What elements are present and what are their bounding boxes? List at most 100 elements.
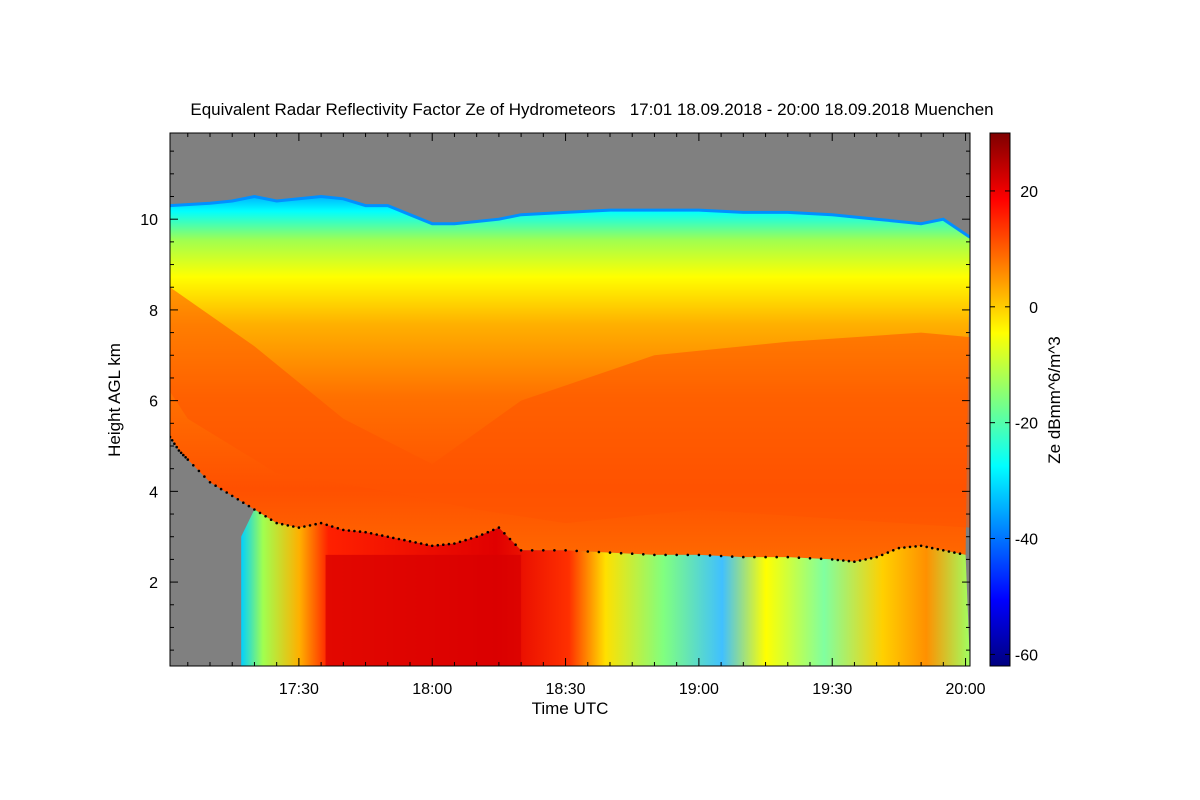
melting-layer-dot [919, 544, 923, 548]
melting-layer-dot [542, 549, 545, 552]
melting-layer-dot [942, 549, 945, 552]
melting-layer-dot [853, 560, 856, 563]
melting-layer-dot [386, 535, 390, 538]
melting-layer-dot [653, 553, 656, 557]
melting-layer-dot [697, 553, 701, 557]
melting-layer-dot [664, 553, 667, 557]
melting-layer-dot [858, 559, 862, 562]
melting-layer-dot [464, 538, 467, 542]
melting-layer-dot [808, 557, 812, 560]
colorbar-tick-label: 20 [1020, 184, 1038, 201]
melting-layer-dot [447, 542, 451, 546]
x-tick-label: 18:30 [546, 681, 586, 698]
melting-layer-dot [519, 549, 523, 552]
melting-layer-dot [742, 555, 745, 559]
melting-layer-dot [419, 542, 423, 545]
melting-layer-dot [775, 555, 778, 559]
x-tick-label: 17:30 [279, 681, 319, 698]
melting-layer-dot [897, 546, 901, 550]
colorbar-tick-label: -20 [1015, 416, 1038, 433]
melting-layer-dot [414, 541, 417, 544]
melting-layer-dot [847, 559, 851, 563]
melting-layer-dot [608, 551, 612, 554]
colorbar-tick-label: -60 [1015, 647, 1038, 664]
melting-layer-dot [480, 533, 484, 536]
melting-layer-dot [403, 538, 406, 542]
melting-layer-dot [886, 551, 890, 554]
melting-layer-dot [253, 508, 256, 511]
melting-layer-dot [819, 557, 823, 561]
melting-layer-dot [497, 526, 501, 529]
x-tick-label: 20:00 [946, 681, 986, 698]
melting-layer-dot [436, 543, 440, 547]
melting-layer-dot [903, 546, 906, 549]
melting-layer-dot [630, 552, 634, 555]
melting-layer-dot [353, 529, 356, 533]
melting-layer-dot [880, 553, 884, 557]
melting-layer-dot [753, 555, 756, 559]
melting-layer-dot [486, 530, 490, 534]
melting-layer-dot [925, 545, 928, 549]
y-tick-label: 6 [149, 394, 158, 411]
x-axis-label: Time UTC [532, 699, 609, 718]
melting-layer-dot [175, 445, 178, 449]
melting-layer-dot [686, 553, 690, 557]
colorbar-label: Ze dBmm^6/m^3 [1045, 336, 1064, 463]
melting-layer-dot [730, 555, 734, 558]
x-tick-label: 19:00 [679, 681, 719, 698]
melting-layer-dot [842, 559, 845, 562]
melting-layer-dot [242, 501, 245, 505]
colorbar-tick-label: 0 [1029, 300, 1038, 317]
melting-layer-dot [230, 494, 234, 498]
melting-layer-dot [177, 449, 181, 452]
melting-layer-dot [492, 528, 495, 532]
axes: 17:30 18:00 18:30 19:00 19:30 20:00 2 4 6 8 10 [140, 133, 986, 698]
melting-layer-dot [280, 522, 284, 526]
melting-layer-dot [173, 442, 176, 446]
melting-layer-dot [875, 555, 878, 559]
melting-layer-dot [347, 529, 351, 532]
y-axis-label: Height AGL km [105, 343, 124, 457]
colorbar-tick-label: -40 [1015, 532, 1038, 549]
melting-layer-dot [764, 555, 767, 559]
melting-layer-dot [186, 458, 190, 461]
no-signal-low-left [170, 509, 242, 666]
melting-layer-dot [203, 475, 206, 478]
melting-layer-dot [197, 469, 201, 473]
melting-layer-dot [219, 487, 223, 491]
y-tick-label: 4 [149, 484, 158, 501]
melting-layer-dot [170, 439, 174, 442]
melting-layer-dot [380, 534, 384, 537]
ice-core-region [170, 287, 970, 528]
melting-layer-dot [214, 484, 217, 488]
melting-layer-dot [442, 543, 445, 546]
chart-title: Equivalent Radar Reflectivity Factor Ze … [190, 100, 993, 119]
colorbar-scale [989, 132, 1011, 667]
melting-layer-dot [958, 552, 962, 555]
melting-layer-dot [597, 550, 601, 554]
melting-layer-dot [508, 537, 512, 541]
y-tick-label: 8 [149, 303, 158, 320]
melting-layer-dot [303, 525, 306, 528]
melting-layer-dot [292, 525, 295, 528]
melting-layer-dot [179, 451, 183, 455]
melting-layer-dot [325, 523, 329, 527]
melting-layer-dot [336, 526, 340, 530]
melting-layer-dot [642, 553, 645, 556]
melting-layer-dot [708, 554, 712, 557]
melting-layer-dot [675, 553, 678, 557]
melting-layer-dot [184, 456, 187, 459]
melting-layer-dot [258, 511, 262, 515]
y-tick-label: 10 [140, 212, 158, 229]
melting-layer-dot [319, 521, 323, 525]
melting-layer-dot [397, 537, 401, 541]
melting-layer-dot [553, 549, 556, 552]
melting-layer-dot [264, 515, 267, 518]
melting-layer-dot [930, 546, 934, 550]
plot-area [170, 133, 970, 666]
cloud-top-edge [170, 194, 970, 239]
melting-layer-dot [308, 524, 312, 527]
melting-layer-dot [364, 530, 367, 534]
plot-frame [169, 132, 971, 667]
